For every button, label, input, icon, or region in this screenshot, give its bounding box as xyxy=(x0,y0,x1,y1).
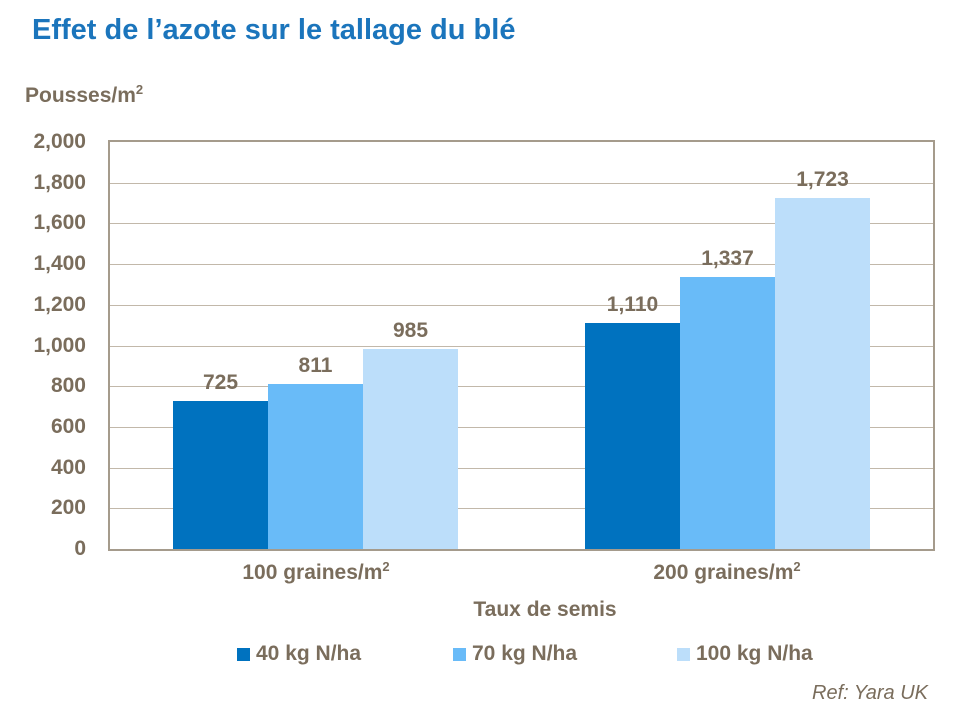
chart-title: Effet de l’azote sur le tallage du blé xyxy=(32,14,516,46)
legend-swatch-icon xyxy=(677,647,690,661)
x-axis-category-label: 200 graines/m2 xyxy=(653,559,801,585)
y-axis-tick-label: 400 xyxy=(50,456,86,479)
gridline xyxy=(110,386,933,387)
y-axis-tick-label: 1,400 xyxy=(33,252,86,275)
bar-100-kg-n-ha-group-2 xyxy=(775,198,870,549)
legend-entry-70-kg-n-ha: 70 kg N/ha xyxy=(453,642,577,666)
gridline xyxy=(110,346,933,347)
bar-70-kg-n-ha-group-1 xyxy=(268,384,363,549)
x-axis-category-superscript: 2 xyxy=(793,559,801,574)
reference-note: Ref: Yara UK xyxy=(812,682,928,704)
bar-value-label: 725 xyxy=(202,371,239,394)
legend-label: 70 kg N/ha xyxy=(472,642,578,665)
legend-swatch-icon xyxy=(237,647,250,661)
bar-value-label: 811 xyxy=(298,354,333,377)
bar-value-label: 1,110 xyxy=(606,293,659,316)
bar-40-kg-n-ha-group-2 xyxy=(585,323,680,549)
x-axis-category-base: 100 graines/m xyxy=(242,561,383,584)
gridline xyxy=(110,468,933,469)
y-axis-tick-label: 1,600 xyxy=(33,211,86,234)
bar-70-kg-n-ha-group-2 xyxy=(680,277,775,549)
bar-40-kg-n-ha-group-1 xyxy=(173,401,268,549)
x-axis-category-label: 100 graines/m2 xyxy=(242,559,390,585)
gridline xyxy=(110,427,933,428)
y-axis-tick-label: 600 xyxy=(50,415,86,438)
gridline xyxy=(110,305,933,306)
y-axis-tick-label: 1,800 xyxy=(33,171,86,194)
bar-value-label: 985 xyxy=(392,319,429,342)
bar-100-kg-n-ha-group-1 xyxy=(363,349,458,549)
y-axis-unit-label: Pousses/m2 xyxy=(25,82,144,108)
y-axis-tick-label: 0 xyxy=(74,537,86,560)
legend-label: 100 kg N/ha xyxy=(696,642,813,665)
gridline xyxy=(110,183,933,184)
y-axis-unit-superscript: 2 xyxy=(135,82,144,97)
legend-entry-40-kg-n-ha: 40 kg N/ha xyxy=(237,642,361,666)
gridline xyxy=(110,264,933,265)
x-axis-title: Taux de semis xyxy=(473,598,617,621)
gridline xyxy=(110,223,933,224)
legend-swatch-icon xyxy=(453,647,466,661)
bar-value-label: 1,337 xyxy=(701,247,754,270)
y-axis-tick-label: 800 xyxy=(50,374,86,397)
y-axis-tick-label: 2,000 xyxy=(33,130,86,153)
bar-value-label: 1,723 xyxy=(796,168,849,191)
gridline xyxy=(110,508,933,509)
plot-area: 725 811 985 1,110 1,337 1,723 xyxy=(108,140,935,551)
y-axis-unit-base: Pousses/m xyxy=(25,84,136,107)
x-axis-category-base: 200 graines/m xyxy=(653,561,794,584)
y-axis-tick-label: 1,200 xyxy=(33,293,86,316)
legend-entry-100-kg-n-ha: 100 kg N/ha xyxy=(677,642,813,666)
legend-label: 40 kg N/ha xyxy=(256,642,362,665)
y-axis-tick-label: 1,000 xyxy=(33,334,86,357)
y-axis-tick-label: 200 xyxy=(50,496,86,519)
x-axis-category-superscript: 2 xyxy=(382,559,390,574)
